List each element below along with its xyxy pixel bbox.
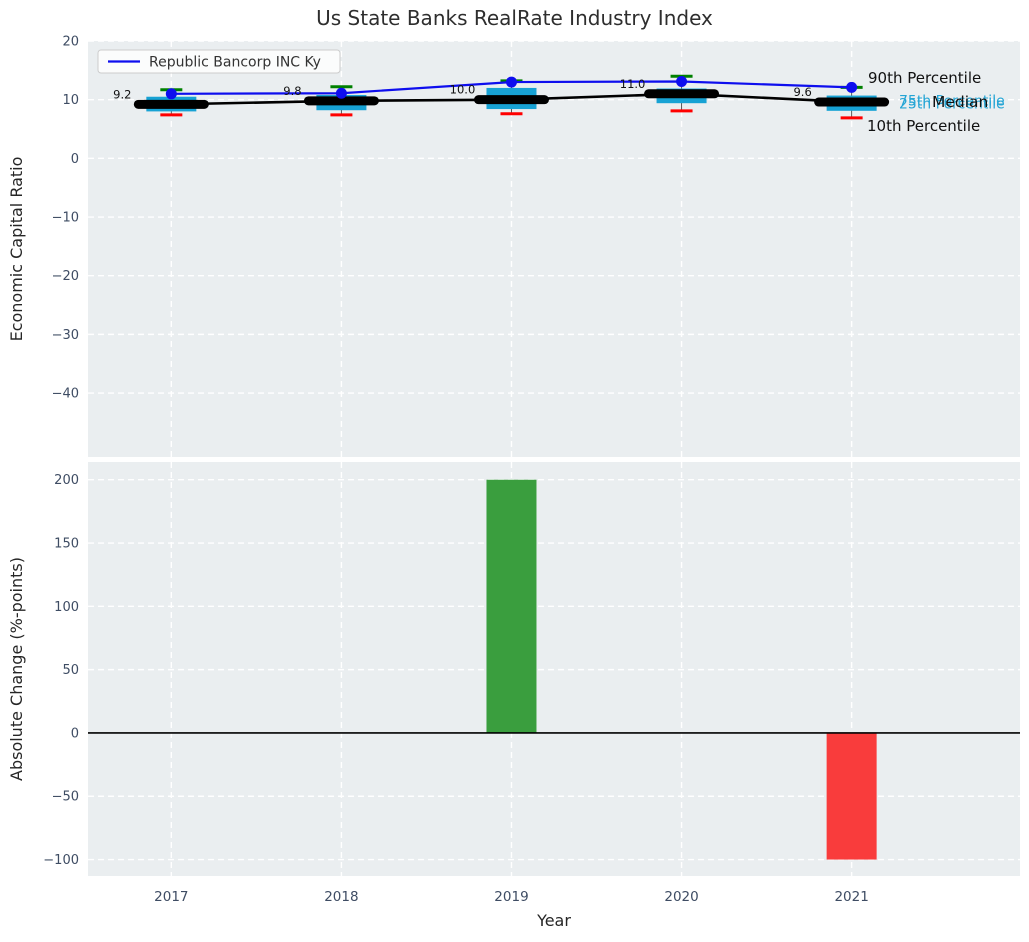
bottom-ytick-label: −100: [43, 853, 79, 868]
median-value-label-2019: 10.0: [450, 83, 476, 97]
median-value-label-2020: 11.0: [620, 77, 646, 91]
annotation-10th-percentile: 10th Percentile: [867, 117, 980, 135]
bar-2021: [826, 732, 877, 860]
median-value-label-2021: 9.6: [793, 85, 811, 99]
xtick-label-2019: 2019: [494, 889, 528, 905]
chart-title: Us State Banks RealRate Industry Index: [316, 6, 713, 30]
top-ytick-label: 20: [62, 35, 79, 50]
top-ylabel: Economic Capital Ratio: [7, 157, 26, 342]
annotation-90th-percentile: 90th Percentile: [868, 69, 981, 87]
xlabel: Year: [536, 911, 571, 930]
bottom-ytick-label: 50: [62, 663, 79, 678]
company-marker-2019: [505, 76, 517, 88]
top-ytick-label: −10: [52, 211, 79, 226]
top-ytick-label: 10: [62, 93, 79, 108]
top-ytick-label: 0: [71, 152, 79, 167]
company-marker-2020: [676, 75, 688, 87]
xtick-label-2020: 2020: [664, 889, 698, 905]
legend-box: [97, 49, 341, 74]
bottom-ytick-label: −50: [52, 790, 79, 805]
bottom-ytick-label: 200: [54, 473, 79, 488]
company-marker-2017: [165, 88, 177, 100]
xtick-label-2017: 2017: [154, 889, 188, 905]
median-value-label-2018: 9.8: [283, 84, 301, 98]
bottom-ylabel: Absolute Change (%-points): [7, 557, 26, 781]
bottom-ytick-label: 150: [54, 537, 79, 552]
top-ytick-label: −40: [52, 387, 79, 402]
xtick-label-2018: 2018: [324, 889, 358, 905]
annotation-75th-percentile: 75th Percentile: [899, 94, 1005, 110]
legend-label: Republic Bancorp INC Ky: [149, 55, 321, 71]
company-marker-2021: [846, 81, 858, 93]
bottom-ytick-label: 100: [54, 600, 79, 615]
bottom-ytick-label: 0: [71, 726, 79, 741]
top-ytick-label: −30: [52, 328, 79, 343]
annotation-median: Median: [932, 93, 988, 111]
xtick-label-2021: 2021: [834, 889, 868, 905]
company-marker-2018: [335, 87, 347, 99]
annotation-25th-percentile: 25th Percentile: [899, 97, 1005, 113]
top-ytick-label: −20: [52, 269, 79, 284]
bar-2019: [486, 479, 537, 733]
median-value-label-2017: 9.2: [113, 87, 131, 101]
